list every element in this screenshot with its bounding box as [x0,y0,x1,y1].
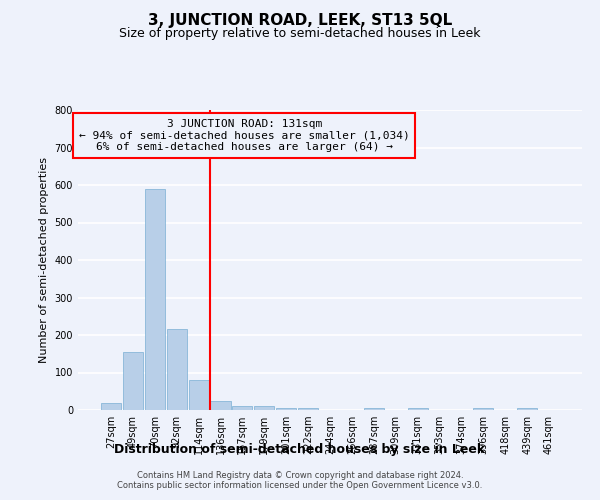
Bar [407,408,428,410]
Bar [123,352,143,410]
Bar [211,400,230,410]
Bar [473,408,493,410]
Bar [188,380,209,410]
Bar [276,408,296,410]
Y-axis label: Number of semi-detached properties: Number of semi-detached properties [39,157,49,363]
Text: 3 JUNCTION ROAD: 131sqm
← 94% of semi-detached houses are smaller (1,034)
6% of : 3 JUNCTION ROAD: 131sqm ← 94% of semi-de… [79,119,410,152]
Bar [254,406,274,410]
Bar [232,406,253,410]
Bar [517,408,537,410]
Text: Contains HM Land Registry data © Crown copyright and database right 2024.
Contai: Contains HM Land Registry data © Crown c… [118,470,482,490]
Bar [145,188,165,410]
Bar [364,408,384,410]
Text: 3, JUNCTION ROAD, LEEK, ST13 5QL: 3, JUNCTION ROAD, LEEK, ST13 5QL [148,12,452,28]
Bar [167,330,187,410]
Text: Distribution of semi-detached houses by size in Leek: Distribution of semi-detached houses by … [115,442,485,456]
Bar [298,408,318,410]
Text: Size of property relative to semi-detached houses in Leek: Size of property relative to semi-detach… [119,28,481,40]
Bar [101,402,121,410]
